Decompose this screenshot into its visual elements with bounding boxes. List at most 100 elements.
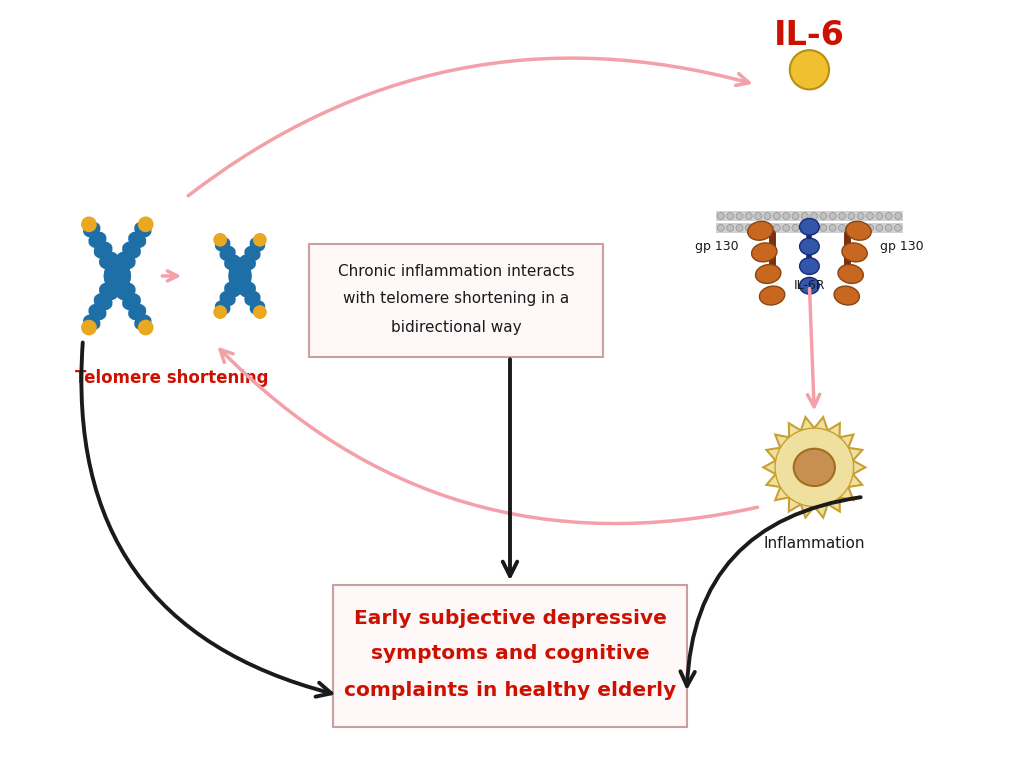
Circle shape: [847, 213, 854, 219]
Ellipse shape: [224, 254, 240, 270]
Ellipse shape: [841, 243, 866, 262]
Circle shape: [801, 225, 807, 231]
FancyBboxPatch shape: [309, 244, 602, 357]
Ellipse shape: [135, 314, 152, 330]
FancyArrowPatch shape: [189, 58, 748, 196]
Text: Inflammation: Inflammation: [763, 536, 864, 551]
FancyArrowPatch shape: [220, 349, 757, 524]
Ellipse shape: [215, 301, 230, 315]
Ellipse shape: [110, 272, 130, 290]
Ellipse shape: [135, 222, 152, 238]
Ellipse shape: [253, 305, 267, 319]
Circle shape: [782, 225, 789, 231]
Circle shape: [828, 213, 836, 219]
Text: symptoms and cognitive: symptoms and cognitive: [370, 644, 649, 663]
Ellipse shape: [751, 243, 776, 262]
Circle shape: [745, 225, 751, 231]
Ellipse shape: [799, 258, 818, 275]
Ellipse shape: [81, 320, 97, 335]
Ellipse shape: [83, 222, 101, 238]
Circle shape: [819, 225, 826, 231]
Circle shape: [828, 225, 836, 231]
Ellipse shape: [122, 293, 141, 310]
Ellipse shape: [213, 305, 227, 319]
Ellipse shape: [253, 233, 267, 247]
Circle shape: [819, 213, 826, 219]
Ellipse shape: [228, 272, 247, 288]
Circle shape: [884, 225, 892, 231]
FancyArrowPatch shape: [82, 342, 331, 697]
Circle shape: [838, 213, 845, 219]
Text: Chronic inflammation interacts: Chronic inflammation interacts: [337, 263, 574, 279]
Ellipse shape: [245, 246, 260, 261]
Ellipse shape: [250, 237, 265, 251]
Ellipse shape: [233, 272, 251, 288]
Ellipse shape: [228, 263, 247, 279]
Ellipse shape: [219, 246, 235, 261]
Ellipse shape: [104, 272, 124, 290]
Ellipse shape: [793, 449, 835, 486]
Ellipse shape: [89, 304, 106, 320]
Circle shape: [894, 213, 901, 219]
Circle shape: [754, 225, 761, 231]
Ellipse shape: [104, 262, 130, 290]
Ellipse shape: [89, 231, 106, 248]
Circle shape: [726, 225, 733, 231]
Circle shape: [856, 213, 863, 219]
Text: Early subjective depressive: Early subjective depressive: [354, 609, 665, 628]
Ellipse shape: [747, 222, 772, 240]
Circle shape: [810, 225, 816, 231]
Ellipse shape: [250, 301, 265, 315]
Circle shape: [856, 225, 863, 231]
Ellipse shape: [238, 254, 256, 270]
Ellipse shape: [128, 231, 146, 248]
Ellipse shape: [799, 277, 818, 294]
Ellipse shape: [104, 262, 124, 280]
Ellipse shape: [834, 286, 859, 305]
Ellipse shape: [755, 265, 781, 283]
FancyBboxPatch shape: [333, 584, 686, 727]
Circle shape: [894, 225, 901, 231]
Ellipse shape: [122, 241, 141, 259]
Circle shape: [791, 225, 798, 231]
Circle shape: [791, 213, 798, 219]
Ellipse shape: [110, 262, 130, 280]
FancyBboxPatch shape: [715, 223, 902, 233]
Circle shape: [866, 213, 872, 219]
FancyArrowPatch shape: [502, 359, 517, 576]
Ellipse shape: [83, 314, 101, 330]
Circle shape: [774, 428, 853, 506]
Circle shape: [763, 213, 770, 219]
Circle shape: [847, 225, 854, 231]
Ellipse shape: [219, 291, 235, 306]
Ellipse shape: [799, 219, 818, 235]
Circle shape: [716, 225, 723, 231]
Ellipse shape: [228, 264, 252, 288]
Text: complaints in healthy elderly: complaints in healthy elderly: [343, 681, 676, 700]
Text: gp 130: gp 130: [879, 240, 923, 253]
Polygon shape: [762, 417, 864, 518]
Circle shape: [866, 225, 872, 231]
Ellipse shape: [759, 286, 784, 305]
Circle shape: [875, 213, 881, 219]
Text: IL-6R: IL-6R: [793, 279, 824, 292]
Ellipse shape: [116, 282, 136, 301]
Circle shape: [875, 225, 881, 231]
Text: Telomere shortening: Telomere shortening: [74, 369, 268, 387]
Ellipse shape: [99, 251, 118, 269]
FancyArrowPatch shape: [680, 497, 860, 686]
Ellipse shape: [81, 216, 97, 232]
Ellipse shape: [238, 282, 256, 298]
Circle shape: [801, 213, 807, 219]
Circle shape: [736, 213, 742, 219]
Text: with telomere shortening in a: with telomere shortening in a: [342, 291, 569, 306]
Ellipse shape: [838, 265, 862, 283]
Text: IL-6: IL-6: [773, 19, 844, 52]
Ellipse shape: [138, 216, 154, 232]
Circle shape: [745, 213, 751, 219]
Circle shape: [736, 225, 742, 231]
Circle shape: [716, 213, 723, 219]
Circle shape: [884, 213, 892, 219]
Circle shape: [810, 213, 816, 219]
Text: gp 130: gp 130: [694, 240, 738, 253]
